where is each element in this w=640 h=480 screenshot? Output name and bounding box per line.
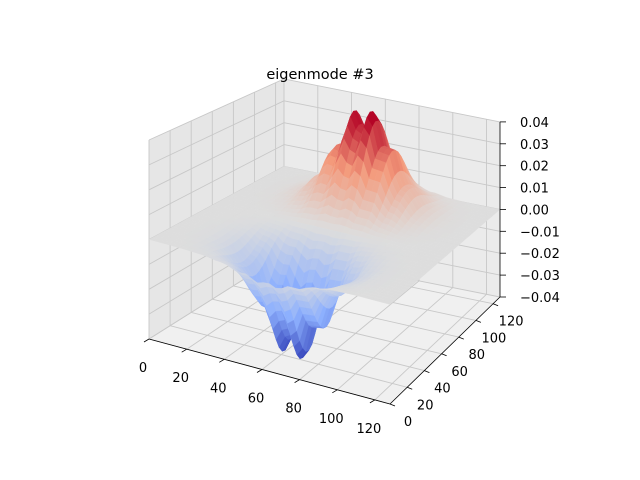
gridline-z-back bbox=[283, 122, 501, 167]
gridline-z-left bbox=[148, 122, 285, 191]
x-tick-mark bbox=[332, 389, 338, 394]
z-tick-label: −0.03 bbox=[520, 269, 560, 284]
gridline-z-left bbox=[148, 100, 285, 166]
y-tick-label: 60 bbox=[451, 365, 468, 380]
x-tick-label: 20 bbox=[172, 371, 189, 386]
gridline-z-left bbox=[148, 78, 285, 141]
pane-floor bbox=[149, 254, 500, 404]
gridline-x-floor bbox=[299, 280, 420, 380]
z-tick-label: −0.01 bbox=[520, 225, 560, 240]
surface-cell bbox=[383, 300, 394, 305]
gridline-z-back bbox=[283, 100, 501, 145]
x-axis-line bbox=[148, 338, 391, 405]
z-tick-label: −0.02 bbox=[520, 247, 560, 262]
y-tick-label: 100 bbox=[481, 331, 506, 346]
y-tick-mark bbox=[441, 353, 447, 357]
y-tick-mark bbox=[389, 403, 396, 407]
y-tick-mark bbox=[475, 320, 482, 323]
x-tick-mark bbox=[294, 379, 300, 383]
gridline-x-floor bbox=[374, 293, 487, 401]
y-tick-label: 80 bbox=[469, 348, 486, 363]
gridline-y-floor bbox=[169, 325, 408, 388]
z-tick-label: 0.02 bbox=[520, 160, 549, 175]
surface-plot bbox=[148, 110, 501, 360]
x-tick-mark bbox=[181, 348, 187, 353]
x-tick-mark bbox=[256, 369, 263, 373]
z-axis-ticks: −0.04 −0.03 −0.02 −0.01 0.00 0.01 0.02 0.03 0.04 bbox=[500, 116, 560, 306]
x-tick-mark bbox=[369, 399, 376, 404]
x-tick-label: 100 bbox=[319, 412, 344, 427]
y-tick-mark bbox=[458, 336, 464, 340]
gridline-y-floor bbox=[212, 298, 442, 355]
y-tick-label: 0 bbox=[404, 415, 412, 430]
y-tick-mark bbox=[407, 386, 413, 390]
x-tick-label: 40 bbox=[210, 381, 227, 396]
z-tick-label: 0.00 bbox=[520, 203, 549, 218]
gridline-x-floor bbox=[337, 287, 454, 391]
y-tick-mark bbox=[492, 303, 499, 307]
x-tick-label: 0 bbox=[139, 361, 147, 376]
x-tick-label: 120 bbox=[356, 422, 381, 437]
z-tick-label: 0.01 bbox=[520, 182, 549, 197]
y-tick-label: 40 bbox=[434, 382, 451, 397]
x-tick-mark bbox=[219, 358, 225, 363]
chart-title: eigenmode #3 bbox=[266, 67, 373, 83]
z-tick-label: −0.04 bbox=[520, 291, 560, 306]
gridline-z-back bbox=[283, 78, 501, 123]
x-tick-label: 80 bbox=[285, 402, 302, 417]
y-tick-mark bbox=[424, 370, 430, 373]
y-tick-label: 20 bbox=[417, 398, 434, 413]
x-tick-label: 60 bbox=[248, 392, 265, 407]
y-tick-label: 120 bbox=[499, 315, 524, 330]
x-axis-ticks: 0 20 40 60 80 100 120 bbox=[139, 338, 381, 437]
gridline-z-left bbox=[148, 144, 285, 215]
z-tick-label: 0.03 bbox=[520, 138, 549, 153]
y-axis-line bbox=[389, 296, 501, 405]
x-tick-mark bbox=[143, 338, 150, 343]
z-tick-label: 0.04 bbox=[520, 116, 549, 131]
